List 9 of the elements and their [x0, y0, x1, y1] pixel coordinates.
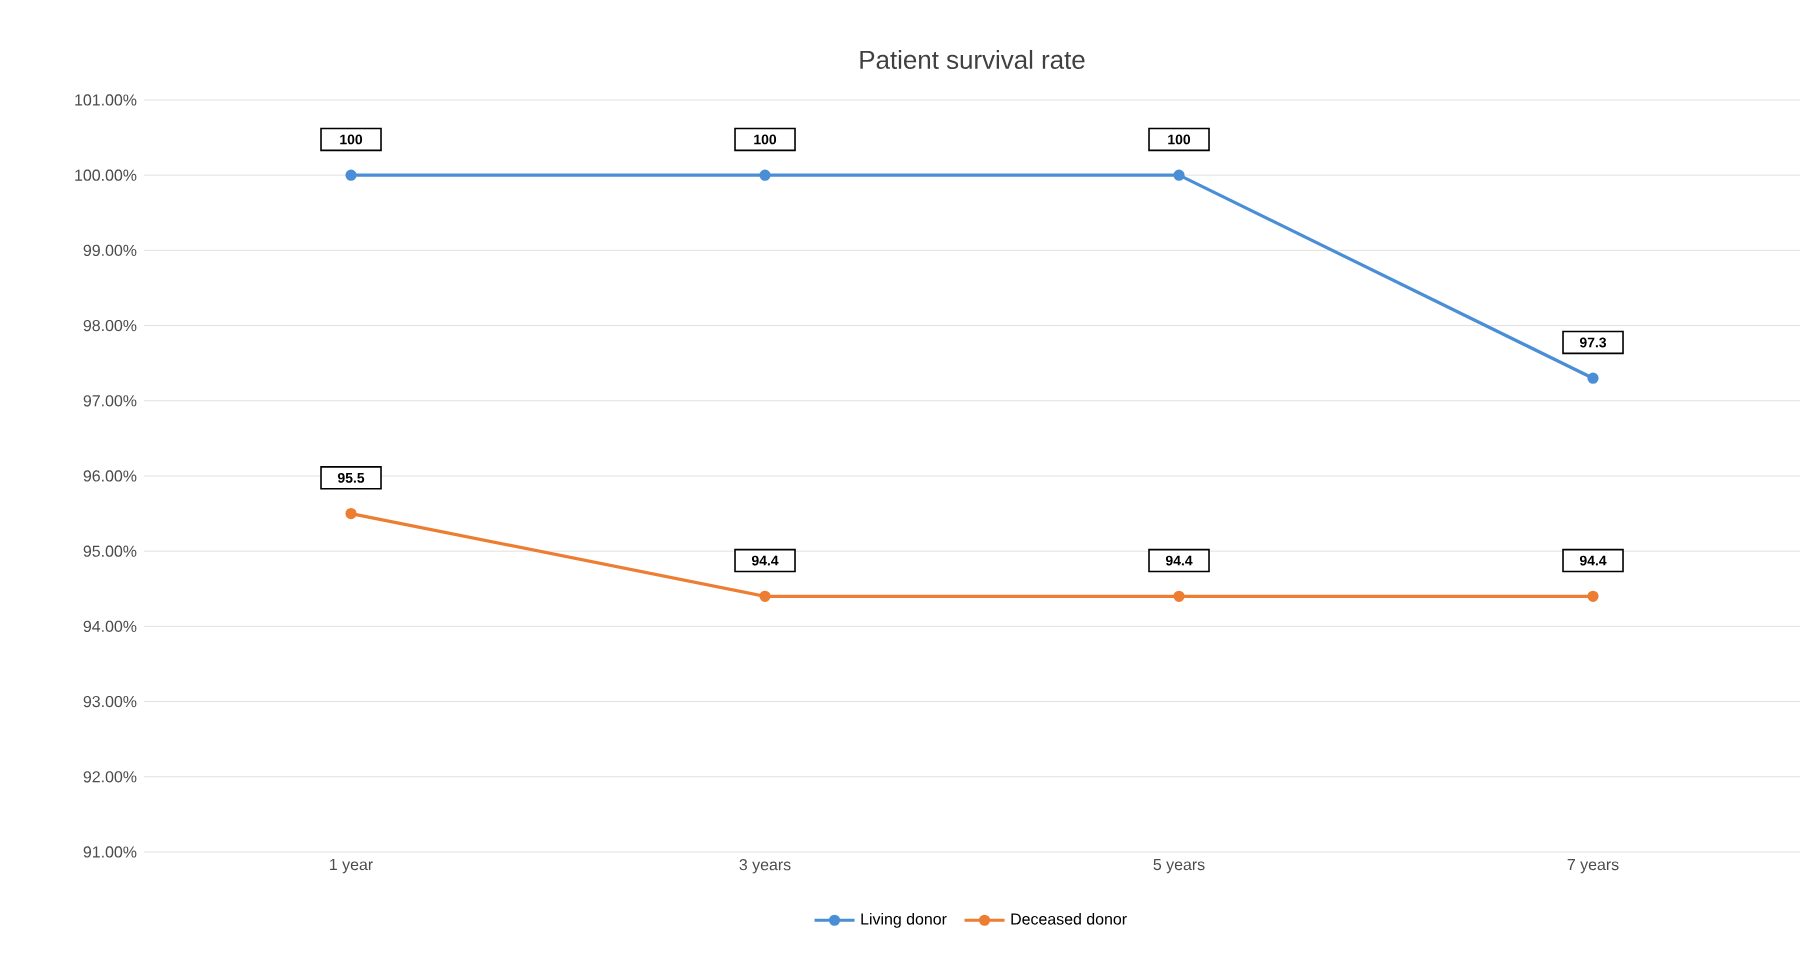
point — [1587, 372, 1599, 384]
chart-title: Patient survival rate — [860, 49, 1085, 69]
point — [1173, 590, 1185, 602]
point — [759, 590, 771, 602]
point — [1173, 169, 1185, 181]
point — [1587, 590, 1599, 602]
point — [345, 169, 357, 181]
point — [345, 507, 357, 520]
point — [759, 169, 771, 181]
